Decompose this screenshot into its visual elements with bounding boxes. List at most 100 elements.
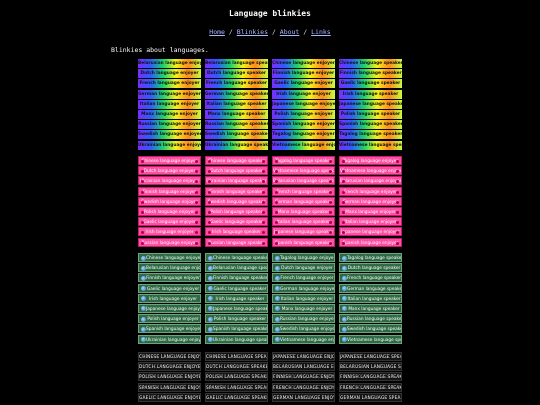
blinkie: Irish language enjoyer bbox=[138, 227, 201, 237]
blinkie: Irish language speaker bbox=[339, 89, 402, 99]
blinkie: Ukrainian language enjoyer bbox=[138, 176, 201, 186]
blinkie: Chinese language enjoyer bbox=[272, 59, 335, 68]
nav-separator: / bbox=[303, 28, 308, 36]
blinkie: Swedish language enjoyer bbox=[138, 130, 201, 140]
blinkie: DUTCH LANGUAGE ENJOYER bbox=[138, 362, 201, 372]
blinkie: Vietnamese language speaker bbox=[272, 166, 335, 176]
blinkie: Gaelic language enjoyer bbox=[272, 79, 335, 89]
blinkie: Spanish language enjoyer bbox=[339, 237, 402, 247]
blinkie: Tagalog language speaker bbox=[339, 130, 402, 140]
blinkie: Tagalog language speaker bbox=[272, 156, 335, 165]
blinkie: Vietnamese language enjoyer bbox=[272, 140, 335, 150]
blinkie: Belarusian language speaker bbox=[272, 176, 335, 186]
blinkie: Italian language speaker bbox=[205, 99, 268, 109]
blinkie: Belarusian language enjoyer bbox=[339, 176, 402, 186]
nav-separator: / bbox=[271, 28, 276, 36]
blinkie: Spanish language speaker bbox=[339, 120, 402, 130]
blinkie: Tagalog language enjoyer bbox=[272, 253, 335, 262]
blinkie: French language speaker bbox=[272, 186, 335, 196]
blinkie: Spanish language enjoyer bbox=[272, 120, 335, 130]
blinkie: Russian language speaker bbox=[205, 237, 268, 247]
blinkie: CHINESE LANGUAGE ENJOYER bbox=[138, 352, 201, 361]
intro-text: Blinkies about languages. bbox=[111, 46, 209, 54]
nav-link[interactable]: Blinkies bbox=[236, 28, 269, 36]
blinkie: Polish language speaker bbox=[205, 314, 268, 324]
blinkie: French language speaker bbox=[205, 79, 268, 89]
blinkie: Italian language enjoyer bbox=[272, 293, 335, 303]
blinkie-grid: Chinese language enjoyer Chinese language… bbox=[138, 156, 402, 247]
blinkie: Ukrainian language enjoyer bbox=[138, 140, 201, 150]
blinkie: German language enjoyer bbox=[138, 89, 201, 99]
blinkie: Finnish language enjoyer bbox=[138, 186, 201, 196]
blinkie: French language speaker bbox=[339, 273, 402, 283]
blinkie: Manx language speaker bbox=[339, 303, 402, 313]
blinkie: Ukrainian language speaker bbox=[205, 140, 268, 150]
blinkie: Polish language speaker bbox=[205, 206, 268, 216]
nav-link[interactable]: About bbox=[279, 28, 300, 36]
blinkie: DUTCH LANGUAGE SPEAKER bbox=[205, 362, 268, 372]
blinkie: Dutch language speaker bbox=[339, 263, 402, 273]
blinkie: Swedish language speaker bbox=[205, 196, 268, 206]
blinkie: French language enjoyer bbox=[339, 186, 402, 196]
blinkie: Russian language speaker bbox=[339, 314, 402, 324]
blinkie: POLISH LANGUAGE ENJOYER bbox=[138, 372, 201, 382]
blinkie: Gaelic language enjoyer bbox=[138, 217, 201, 227]
blinkie: GAELIC LANGUAGE ENJOYER bbox=[138, 392, 201, 402]
blinkie: Russian language enjoyer bbox=[272, 314, 335, 324]
blinkie: Tagalog language enjoyer bbox=[339, 156, 402, 165]
blinkie: Russian language enjoyer bbox=[138, 120, 201, 130]
blinkie: Manx language enjoyer bbox=[339, 206, 402, 216]
blinkie: SPANISH LANGUAGE SPEAKER bbox=[205, 382, 268, 392]
blinkie: GERMAN LANGUAGE ENJOYER bbox=[272, 392, 335, 402]
blinkie: Irish language speaker bbox=[205, 293, 268, 303]
blinkie-grid: Belarusian language enjoyer Belarusian la… bbox=[138, 59, 402, 150]
blinkie: Italian language enjoyer bbox=[138, 99, 201, 109]
blinkie: Gaelic language speaker bbox=[205, 283, 268, 293]
blinkie: Chinese language speaker bbox=[205, 156, 268, 165]
blinkie: FRENCH LANGUAGE SPEAKER bbox=[339, 382, 402, 392]
blinkie: Finnish language enjoyer bbox=[272, 69, 335, 79]
blinkie: JAPANESE LANGUAGE SPEAKER bbox=[339, 352, 402, 361]
blinkie: Russian language enjoyer bbox=[138, 237, 201, 247]
blinkie: Dutch language speaker bbox=[205, 69, 268, 79]
blinkie: Irish language enjoyer bbox=[138, 293, 201, 303]
blinkie: Finnish language enjoyer bbox=[138, 273, 201, 283]
blinkie: Ukrainian language speaker bbox=[205, 334, 268, 344]
page-title: Language blinkies bbox=[229, 9, 311, 18]
blinkie: Polish language speaker bbox=[339, 109, 402, 119]
blinkie: Gaelic language enjoyer bbox=[138, 283, 201, 293]
blinkie: Ukrainian language speaker bbox=[205, 176, 268, 186]
blinkie: Chinese language speaker bbox=[339, 59, 402, 68]
blinkie: Chinese language speaker bbox=[205, 253, 268, 262]
blinkie: Italian language enjoyer bbox=[339, 217, 402, 227]
blinkie: Chinese language enjoyer bbox=[138, 253, 201, 262]
blinkie-grid: Chinese language enjoyer Chinese language… bbox=[138, 253, 402, 344]
blinkie: Japanese language enjoyer bbox=[339, 227, 402, 237]
blinkie: GAELIC LANGUAGE SPEAKER bbox=[205, 392, 268, 402]
blinkie: Belarusian language enjoyer bbox=[138, 263, 201, 273]
blinkie: German language speaker bbox=[272, 196, 335, 206]
nav-link[interactable]: Links bbox=[311, 28, 331, 36]
blinkie: Italian language speaker bbox=[339, 293, 402, 303]
blinkie: BELARUSIAN LANGUAGE ENJOYER bbox=[272, 362, 335, 372]
blinkie: Japanese language enjoyer bbox=[272, 99, 335, 109]
blinkie: FRENCH LANGUAGE ENJOYER bbox=[272, 382, 335, 392]
blinkie: Japanese language speaker bbox=[272, 227, 335, 237]
blinkie: Manx language speaker bbox=[205, 109, 268, 119]
nav-link[interactable]: Home bbox=[209, 28, 225, 36]
blinkie: Spanish language speaker bbox=[205, 324, 268, 334]
blinkie: Chinese language enjoyer bbox=[138, 156, 201, 165]
nav-separator: / bbox=[228, 28, 233, 36]
blinkie: Manx language enjoyer bbox=[272, 303, 335, 313]
blinkie: Belarusian language speaker bbox=[205, 59, 268, 68]
blinkie: French language enjoyer bbox=[138, 79, 201, 89]
blinkie: Italian language speaker bbox=[272, 217, 335, 227]
blinkie: GERMAN LANGUAGE SPEAKER bbox=[339, 392, 402, 402]
blinkie: SPANISH LANGUAGE ENJOYER bbox=[138, 382, 201, 392]
blinkie: Japanese language speaker bbox=[339, 99, 402, 109]
blinkie: Polish language enjoyer bbox=[138, 206, 201, 216]
blinkie: Vietnamese language enjoyer bbox=[339, 166, 402, 176]
blinkie: Swedish language enjoyer bbox=[138, 196, 201, 206]
blinkie: Dutch language speaker bbox=[205, 166, 268, 176]
blinkie: Swedish language speaker bbox=[339, 324, 402, 334]
